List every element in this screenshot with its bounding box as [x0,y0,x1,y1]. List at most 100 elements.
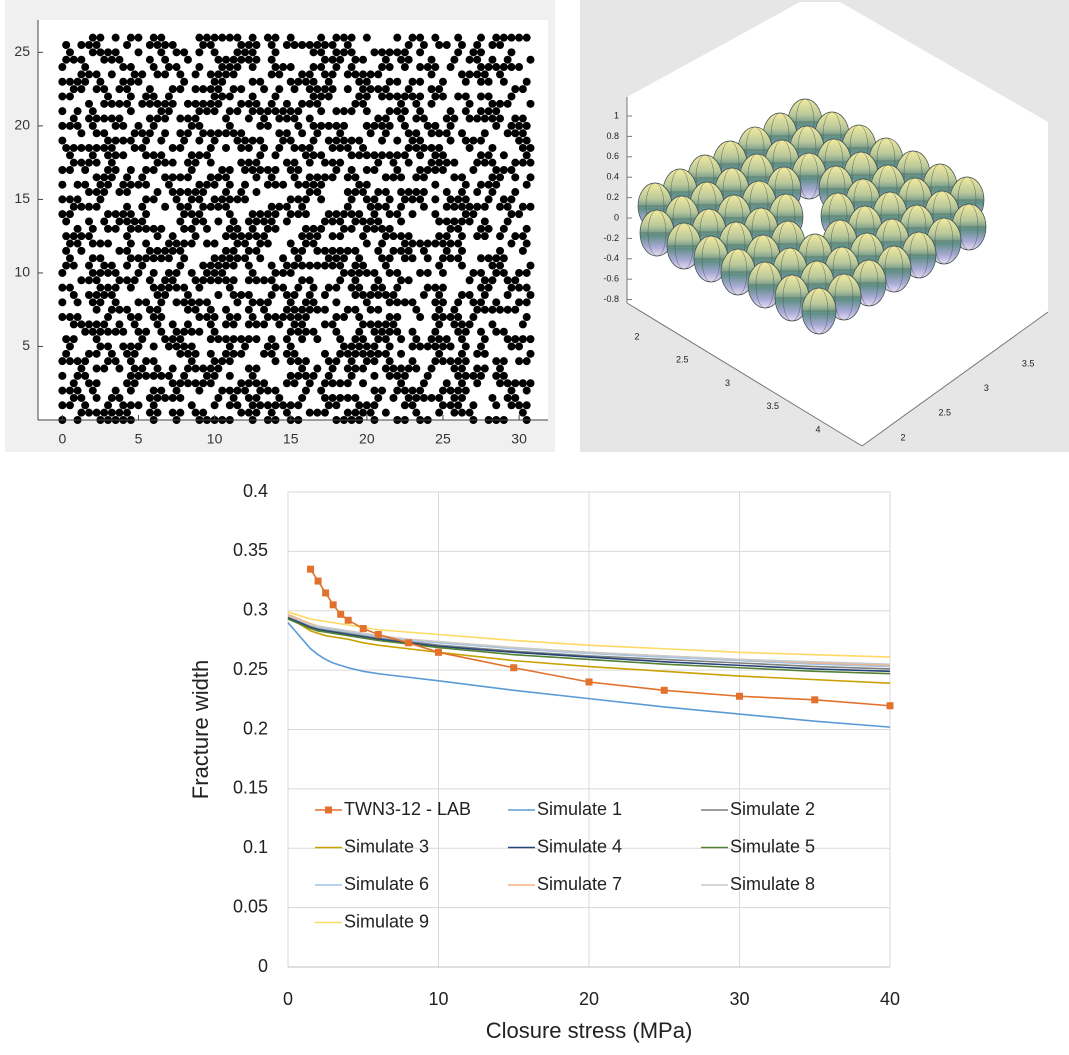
dot [363,298,371,306]
legend-label: Simulate 7 [537,874,622,894]
dot [355,210,363,218]
dot [412,394,420,402]
dot [245,56,253,64]
dot [211,195,219,203]
dot [275,144,283,152]
dot [469,210,477,218]
dot [85,41,93,49]
dot [62,350,70,358]
dot [173,328,181,336]
dot [256,387,264,395]
dot [268,262,276,270]
dot [241,387,249,395]
dot [93,350,101,358]
dot [222,188,230,196]
dot [150,372,158,380]
dot [294,195,302,203]
dot [134,225,142,233]
dot [367,129,375,137]
y-tick-label: 10 [14,264,30,280]
dot [70,291,78,299]
dot [393,137,401,145]
dot [214,262,222,270]
dot [359,56,367,64]
dot [100,262,108,270]
dot [233,225,241,233]
dot [393,284,401,292]
dot [458,41,466,49]
dot [317,107,325,115]
dot [515,269,523,277]
dot [131,365,139,373]
dot [176,70,184,78]
dot [192,365,200,373]
dot [507,34,515,42]
dot [58,298,66,306]
dot [511,115,519,123]
dot [195,63,203,71]
dot [233,63,241,71]
dot [519,335,527,343]
dot [367,217,375,225]
dot [260,379,268,387]
dot [260,350,268,358]
dot [268,56,276,64]
dot [112,298,120,306]
dot [127,63,135,71]
dot [142,151,150,159]
dot [348,225,356,233]
dot [207,365,215,373]
dot [127,372,135,380]
dot [405,129,413,137]
dot [302,151,310,159]
dot [138,100,146,108]
dot [249,48,257,56]
dot [93,276,101,284]
dot [450,320,458,328]
dot [58,372,66,380]
dot [454,225,462,233]
dot [184,56,192,64]
dot [317,92,325,100]
dot [523,357,531,365]
dot [397,188,405,196]
dot [245,335,253,343]
dot [123,409,131,417]
dot [222,173,230,181]
dot [161,173,169,181]
legend-label: Simulate 8 [730,874,815,894]
dot [321,262,329,270]
dot [397,203,405,211]
dot [386,313,394,321]
dot [180,328,188,336]
dot [180,298,188,306]
dot [96,34,104,42]
dot [439,387,447,395]
dot [526,350,534,358]
dot [488,159,496,167]
dot [233,387,241,395]
dot [96,298,104,306]
dot [477,269,485,277]
dot [271,151,279,159]
dot [416,195,424,203]
dot [481,232,489,240]
dot [519,115,527,123]
dot [271,342,279,350]
dot [161,70,169,78]
dot [58,357,66,365]
dot [351,409,359,417]
dot [264,387,272,395]
dot [230,217,238,225]
dot [488,56,496,64]
dot [93,144,101,152]
dot [519,85,527,93]
dot [313,409,321,417]
dot [271,181,279,189]
dot [150,387,158,395]
dot [485,151,493,159]
dot [477,137,485,145]
dot [393,34,401,42]
dot [93,335,101,343]
dot [58,284,66,292]
